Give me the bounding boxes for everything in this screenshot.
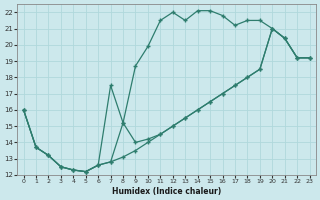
X-axis label: Humidex (Indice chaleur): Humidex (Indice chaleur) xyxy=(112,187,221,196)
